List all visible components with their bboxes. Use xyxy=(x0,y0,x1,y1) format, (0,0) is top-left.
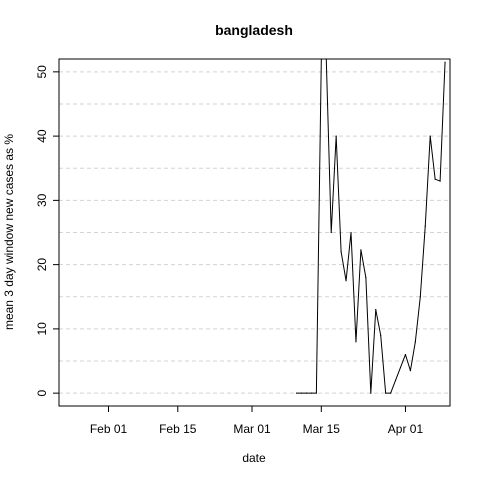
data-point xyxy=(399,366,402,369)
data-point xyxy=(350,231,352,234)
data-point xyxy=(310,392,313,394)
x-tick-label: Feb 01 xyxy=(90,422,128,436)
y-tick-label: 40 xyxy=(35,129,49,143)
data-point xyxy=(394,379,397,381)
data-point xyxy=(370,392,372,394)
data-point xyxy=(434,178,436,180)
data-point xyxy=(404,353,407,356)
y-tick-label: 50 xyxy=(35,65,49,79)
data-point xyxy=(315,392,317,394)
data-point xyxy=(345,280,347,282)
series-layer xyxy=(295,59,446,394)
data-point xyxy=(380,334,382,336)
data-point xyxy=(365,276,367,279)
x-axis: Feb 01 Feb 15 Mar 01 Mar 15 Apr 01 xyxy=(90,406,424,436)
data-point xyxy=(429,135,431,137)
plot-frame xyxy=(58,58,451,407)
data-point xyxy=(375,309,377,311)
data-point xyxy=(414,341,416,343)
y-axis-label: mean 3 day window new cases as % xyxy=(2,134,16,330)
y-tick-label: 0 xyxy=(35,389,49,396)
data-point xyxy=(305,392,308,394)
x-tick-label: Feb 15 xyxy=(159,422,197,436)
y-axis: 0 10 20 30 40 50 xyxy=(35,65,59,396)
data-point xyxy=(439,180,441,182)
data-point xyxy=(360,249,362,251)
data-point xyxy=(295,392,298,394)
data-point xyxy=(355,341,357,343)
data-point xyxy=(444,61,446,63)
data-point xyxy=(409,370,412,372)
data-point xyxy=(424,225,426,227)
data-point xyxy=(340,251,342,253)
data-point xyxy=(300,392,303,394)
series-line xyxy=(296,59,446,394)
data-point xyxy=(390,392,392,394)
x-tick-label: Apr 01 xyxy=(388,422,424,436)
x-tick-label: Mar 15 xyxy=(303,422,341,436)
data-point xyxy=(330,231,332,234)
y-tick-label: 10 xyxy=(35,322,49,336)
chart-title: bangladesh xyxy=(215,22,293,38)
x-axis-label: date xyxy=(242,451,266,465)
x-tick-label: Mar 01 xyxy=(233,422,271,436)
y-tick-label: 30 xyxy=(35,193,49,207)
grid-lines xyxy=(59,71,450,394)
y-tick-label: 20 xyxy=(35,258,49,272)
data-point xyxy=(419,296,421,298)
data-point xyxy=(385,392,387,394)
data-point xyxy=(335,135,337,137)
